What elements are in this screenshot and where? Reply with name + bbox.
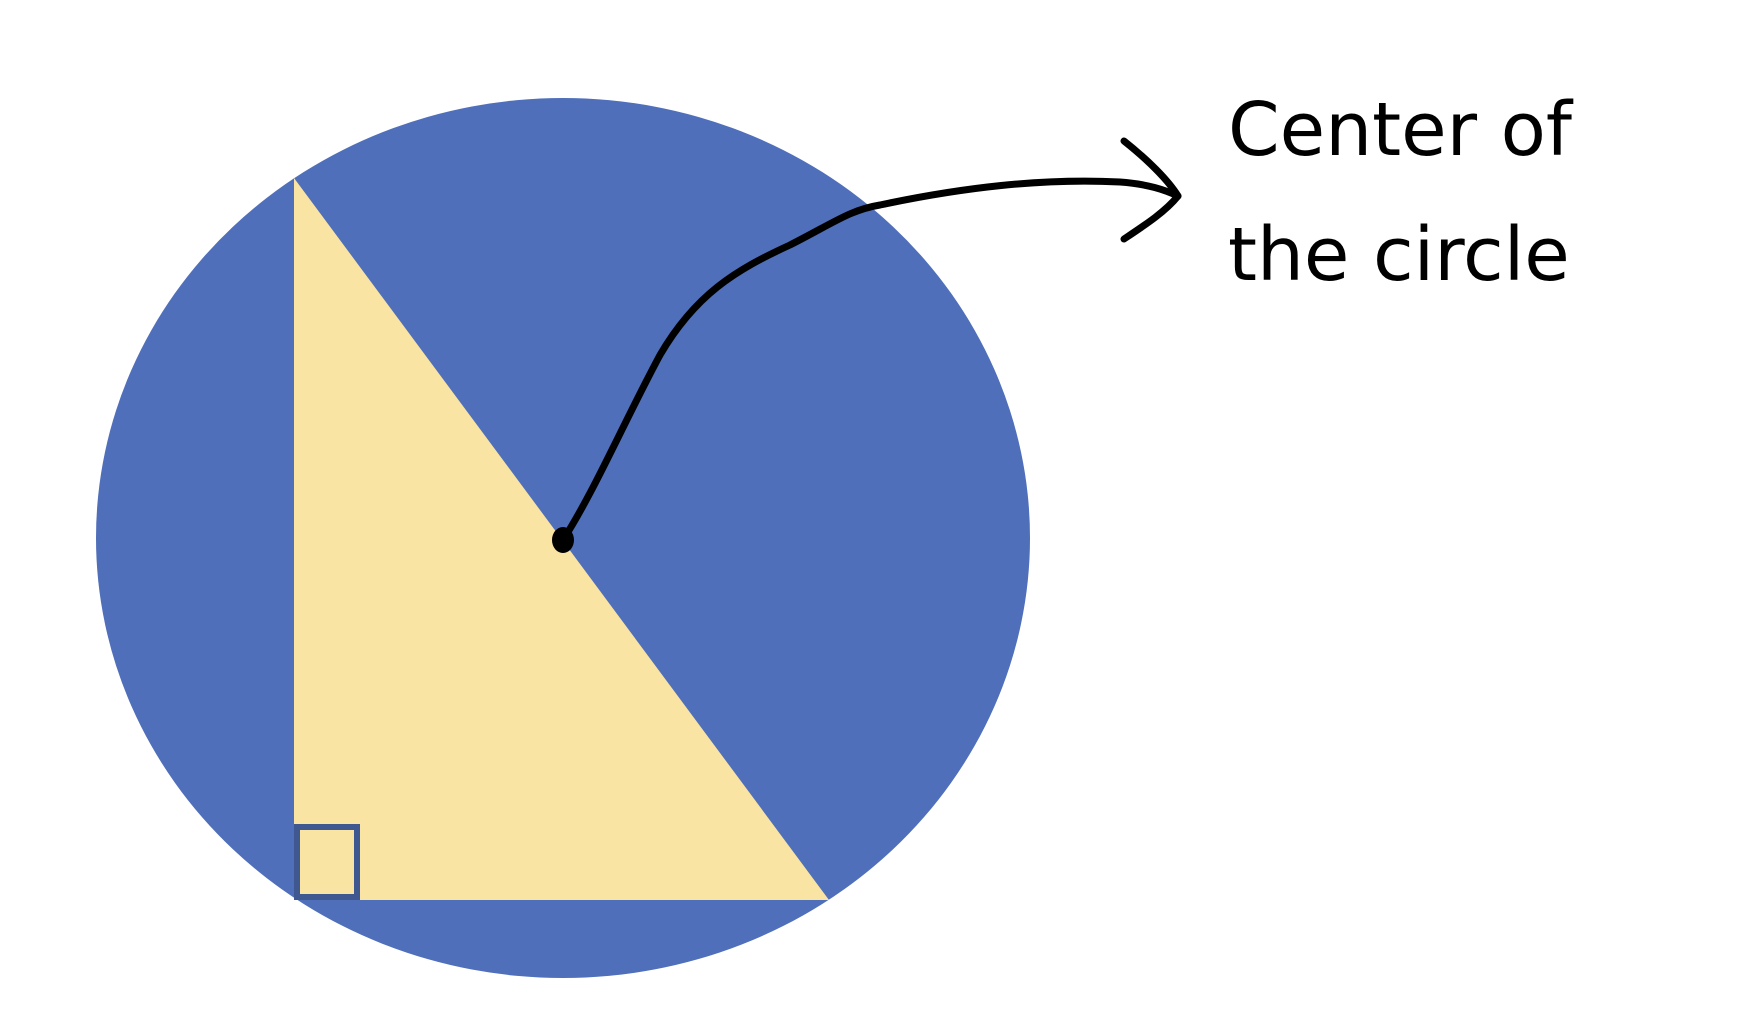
label-line-1: Center of xyxy=(1228,87,1574,173)
pointer-curve xyxy=(559,177,1182,544)
right-angle-marker xyxy=(294,824,360,900)
label-line-2: the circle xyxy=(1228,212,1570,298)
pointer-arrowhead xyxy=(1120,137,1182,243)
